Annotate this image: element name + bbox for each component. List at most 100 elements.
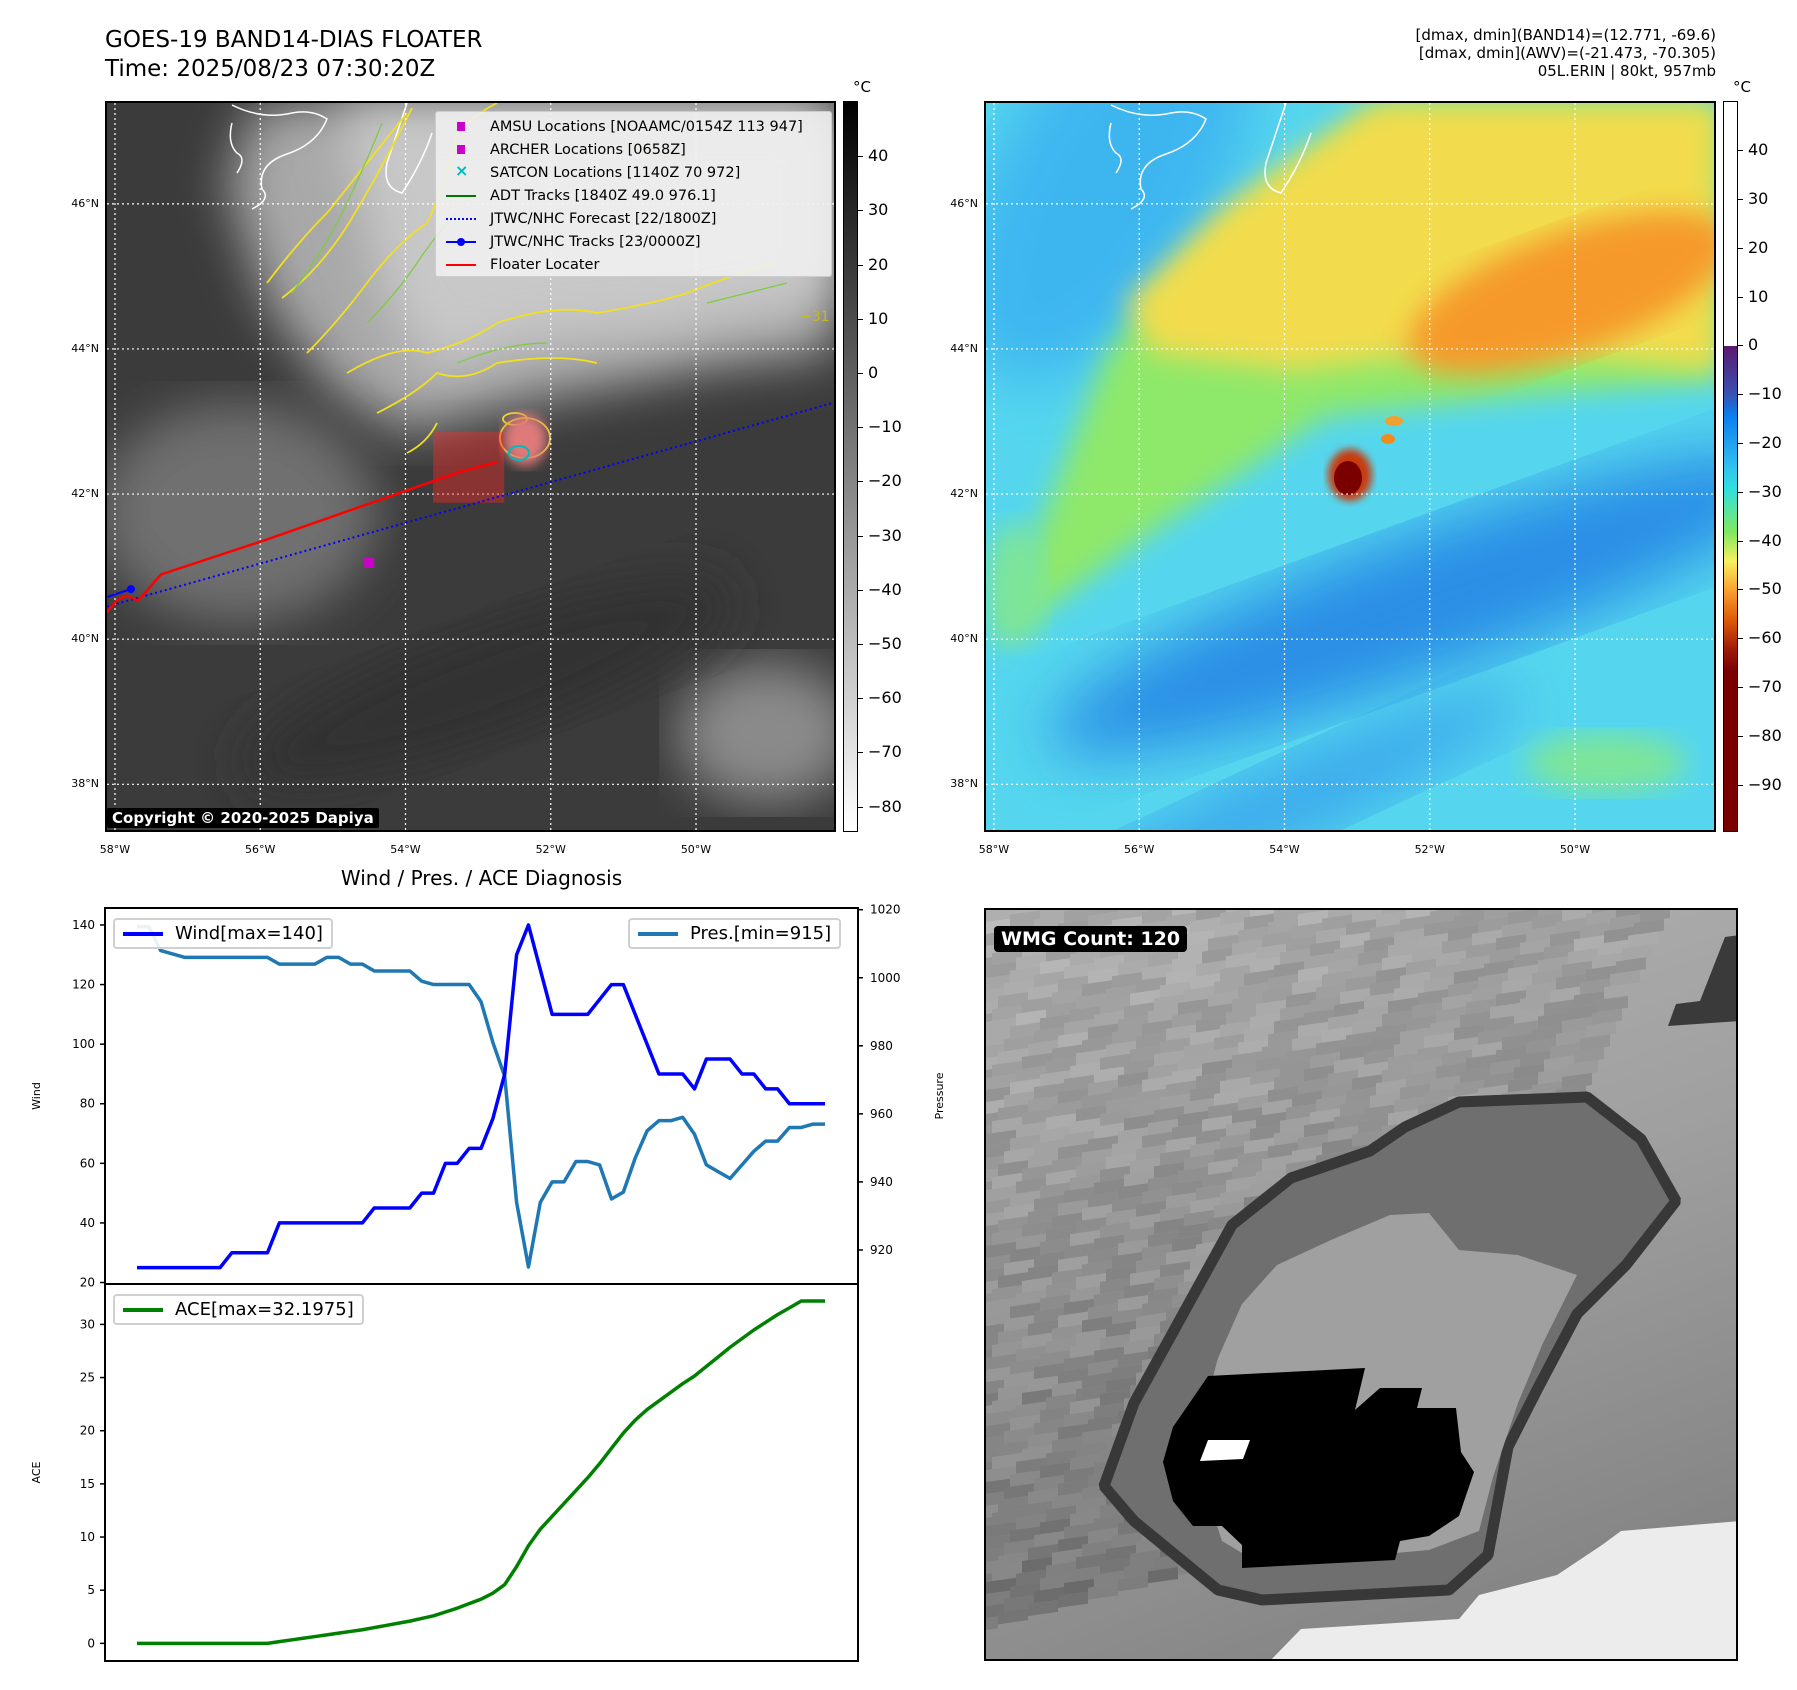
lon-tick-label: 58°W bbox=[99, 843, 131, 856]
wmg-pixel bbox=[1082, 1148, 1112, 1165]
wmg-pixel bbox=[1124, 1338, 1154, 1355]
wmg-pixel bbox=[1460, 1067, 1490, 1084]
wmg-pixel bbox=[1040, 1406, 1070, 1423]
awv-map-panel bbox=[984, 101, 1716, 832]
legend-item: Floater Locater bbox=[446, 255, 599, 275]
colorbar-tick-label: −70 bbox=[868, 742, 902, 762]
wmg-pixel bbox=[1496, 990, 1526, 1007]
wmg-pixel bbox=[1304, 1009, 1334, 1026]
colorbar-tick-label: 20 bbox=[1748, 237, 1769, 257]
wmg-pixel bbox=[1124, 1114, 1154, 1131]
wmg-pixel bbox=[1160, 1149, 1190, 1166]
wmg-pixel bbox=[1052, 1268, 1082, 1285]
colorbar-tick bbox=[858, 752, 863, 754]
wmg-pixel bbox=[1352, 910, 1382, 923]
wmg-pixel bbox=[1574, 991, 1604, 1008]
wind-tick-label: 140 bbox=[72, 918, 95, 932]
wmg-pixel bbox=[1292, 1090, 1322, 1107]
wmg-pixel bbox=[1400, 1027, 1430, 1044]
wmg-pixel bbox=[1058, 1591, 1088, 1608]
lon-tick-label: 54°W bbox=[1269, 843, 1300, 856]
wmg-warm-region bbox=[1271, 1521, 1736, 1659]
wmg-pixel bbox=[1130, 1325, 1160, 1342]
wmg-pixel bbox=[992, 1452, 1022, 1470]
lat-tick-label: 42°N bbox=[950, 487, 978, 501]
lon-tick-label: 56°W bbox=[1124, 843, 1155, 856]
wind-series-line bbox=[137, 923, 825, 1270]
colorbar-tick bbox=[1738, 443, 1743, 445]
wmg-pixel bbox=[1040, 1294, 1070, 1311]
wmg-pixel bbox=[1136, 1200, 1166, 1217]
colorbar-tick bbox=[1738, 735, 1743, 737]
wmg-top-right-cold bbox=[1668, 935, 1736, 1026]
wmg-pixel bbox=[1016, 1513, 1046, 1530]
wmg-pixel bbox=[1286, 1103, 1316, 1120]
wmg-pixel bbox=[1172, 1011, 1202, 1028]
wmg-pixel bbox=[1070, 1229, 1100, 1247]
wmg-pixel bbox=[1250, 1124, 1280, 1141]
wmg-pixel bbox=[1292, 1034, 1322, 1051]
wmg-pixel bbox=[1094, 1178, 1124, 1195]
wmg-pixel bbox=[1166, 1080, 1196, 1097]
wmg-pixel bbox=[1568, 947, 1598, 965]
wmg-pixel bbox=[998, 1384, 1028, 1401]
colorbar-tick bbox=[1738, 199, 1743, 201]
ace-axis-label: ACE bbox=[30, 1461, 43, 1483]
wmg-pixel bbox=[1010, 1582, 1040, 1599]
wmg-pixel bbox=[1100, 1109, 1130, 1126]
storm-core bbox=[1328, 416, 1403, 501]
floater-track bbox=[107, 460, 498, 614]
legend-pressure-swatch bbox=[638, 931, 678, 936]
wmg-pixel bbox=[1064, 1410, 1094, 1428]
wmg-pixel bbox=[986, 910, 1016, 922]
legend-item: ADT Tracks [1840Z 49.0 976.1] bbox=[446, 186, 716, 206]
wmg-pixel bbox=[986, 1336, 998, 1353]
wmg-pixel bbox=[1508, 964, 1538, 981]
moisture-field bbox=[986, 103, 1714, 830]
colorbar-color bbox=[1723, 101, 1738, 832]
wmg-pixel bbox=[1526, 1037, 1556, 1055]
wmg-pixel bbox=[1262, 1042, 1292, 1060]
wmg-image bbox=[986, 910, 1736, 1659]
wmg-pixel bbox=[992, 1116, 1022, 1134]
wmg-pixel bbox=[1118, 910, 1148, 920]
wmg-pixel bbox=[1484, 1071, 1514, 1089]
chart-title: Wind / Pres. / ACE Diagnosis bbox=[340, 866, 623, 890]
time-text: Time: 2025/08/23 07:30:20Z bbox=[105, 56, 436, 82]
wmg-pixel bbox=[986, 1534, 1010, 1551]
wmg-pixel bbox=[1184, 1153, 1214, 1171]
awv-range: [dmax, dmin](AWV)=(-21.473, -70.305) bbox=[1418, 44, 1716, 62]
wmg-pixel bbox=[1046, 1225, 1076, 1242]
wmg-pixel bbox=[1052, 1100, 1082, 1117]
wmg-pixel bbox=[1382, 910, 1412, 915]
colorbar-tick-label: 10 bbox=[1748, 286, 1769, 306]
wmg-pixel bbox=[1034, 1083, 1064, 1100]
wmg-pixel bbox=[992, 1172, 1022, 1190]
wmg-pixel bbox=[1010, 1526, 1040, 1543]
wmg-pixel bbox=[1106, 1376, 1136, 1394]
wmg-pixel bbox=[1376, 1078, 1406, 1096]
colorbar-tick bbox=[858, 264, 863, 266]
wmg-pixel bbox=[986, 1547, 1004, 1564]
wmg-pixel bbox=[1472, 1041, 1502, 1058]
wmg-pixel bbox=[986, 1491, 1004, 1508]
wmg-pixel bbox=[1544, 1055, 1574, 1072]
wmg-pixel bbox=[1166, 912, 1196, 929]
wmg-pixel bbox=[1064, 1578, 1094, 1596]
wmg-pixel bbox=[1574, 935, 1604, 952]
wmg-pixel bbox=[1106, 1096, 1136, 1114]
wmg-pixel bbox=[1148, 1231, 1178, 1248]
colorbar1-unit: °C bbox=[853, 78, 871, 96]
lon-tick-label: 52°W bbox=[535, 843, 566, 856]
wmg-pixel bbox=[1010, 966, 1040, 983]
wmg-pixel bbox=[1364, 1104, 1394, 1121]
lon-tick-label: 54°W bbox=[390, 843, 421, 856]
wind-tick-label: 100 bbox=[72, 1037, 95, 1051]
wmg-pixel bbox=[998, 992, 1028, 1009]
wmg-pixel bbox=[1028, 1095, 1058, 1113]
wmg-pixel bbox=[1046, 1281, 1076, 1298]
wmg-pixel bbox=[1376, 966, 1406, 984]
wmg-pixel bbox=[1154, 1050, 1184, 1067]
wmg-pixel bbox=[1304, 953, 1334, 970]
wmg-pixel bbox=[986, 1560, 998, 1577]
